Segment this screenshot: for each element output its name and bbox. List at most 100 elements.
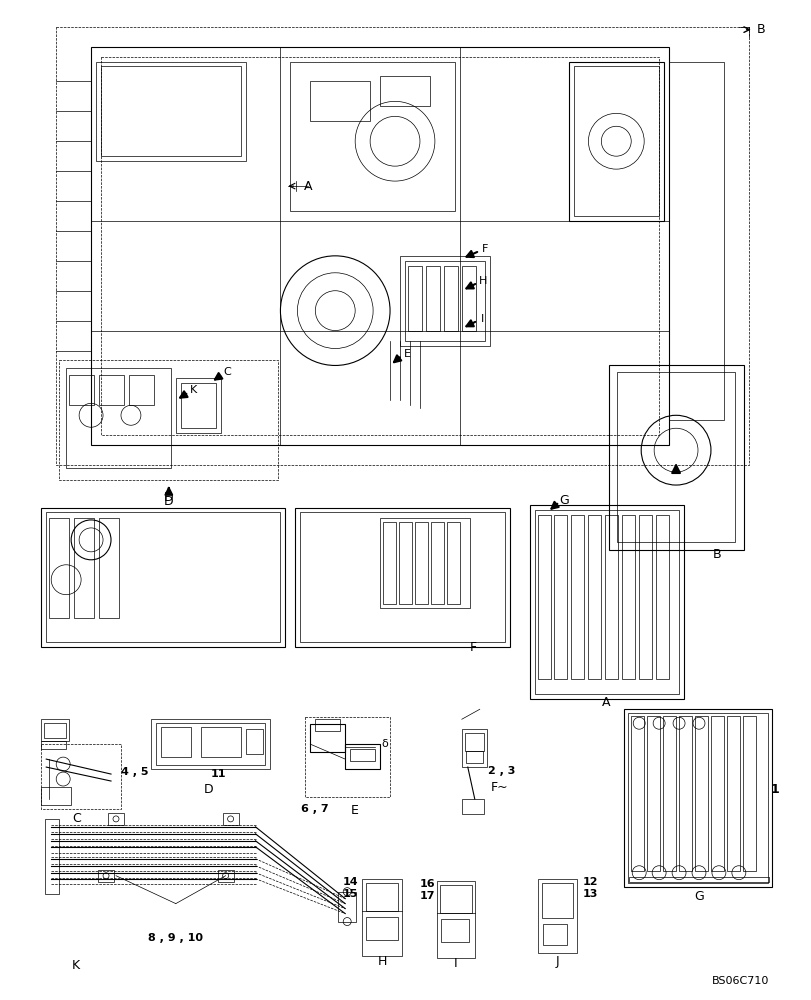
Bar xyxy=(444,266,457,331)
Bar xyxy=(569,62,663,221)
Bar xyxy=(646,716,659,871)
Bar xyxy=(315,719,340,731)
Bar xyxy=(310,724,345,752)
Bar xyxy=(366,917,397,940)
Bar xyxy=(407,266,422,331)
Bar xyxy=(45,819,59,894)
Text: E: E xyxy=(351,804,358,817)
Bar xyxy=(461,729,486,767)
Text: K: K xyxy=(190,385,197,395)
Text: F: F xyxy=(470,641,477,654)
Bar xyxy=(426,266,440,331)
Text: δ: δ xyxy=(381,739,388,749)
Bar xyxy=(74,518,94,618)
Text: 4 , 5: 4 , 5 xyxy=(121,767,148,777)
Bar xyxy=(345,744,380,769)
Bar xyxy=(151,719,270,769)
Bar xyxy=(181,383,216,428)
Bar xyxy=(726,716,739,871)
Text: C: C xyxy=(71,812,80,825)
Bar xyxy=(638,515,651,679)
Bar xyxy=(156,723,265,765)
Bar xyxy=(362,879,401,956)
Bar xyxy=(537,879,577,953)
Bar xyxy=(628,713,767,883)
Bar xyxy=(101,57,659,435)
Bar xyxy=(383,522,396,604)
Bar xyxy=(466,751,483,763)
Bar xyxy=(295,508,509,647)
Text: E: E xyxy=(403,349,410,359)
Text: 6 , 7: 6 , 7 xyxy=(301,804,328,814)
Text: G: G xyxy=(693,890,703,903)
Bar xyxy=(405,261,484,341)
Bar xyxy=(200,727,240,757)
Bar xyxy=(414,522,427,604)
Bar xyxy=(440,919,468,942)
Text: G: G xyxy=(559,494,569,507)
Bar xyxy=(400,256,489,346)
Bar xyxy=(431,522,444,604)
Text: B: B xyxy=(712,548,720,561)
Text: A: A xyxy=(303,180,312,193)
Bar xyxy=(41,741,66,749)
Text: 1: 1 xyxy=(770,783,779,796)
Bar xyxy=(222,813,238,825)
Text: I: I xyxy=(481,314,484,324)
Bar xyxy=(108,813,124,825)
Text: C: C xyxy=(224,367,231,377)
Bar xyxy=(380,518,470,608)
Bar xyxy=(446,522,459,604)
Bar xyxy=(99,518,119,618)
Bar xyxy=(537,515,550,679)
Bar xyxy=(49,518,69,618)
Text: D: D xyxy=(164,491,174,504)
Bar xyxy=(461,799,483,814)
Bar xyxy=(245,729,263,754)
Bar xyxy=(668,62,723,420)
Bar xyxy=(440,885,471,913)
Bar xyxy=(608,365,743,550)
Bar xyxy=(101,66,240,156)
Bar xyxy=(380,76,429,106)
Bar xyxy=(464,733,483,751)
Bar xyxy=(59,360,278,480)
Bar xyxy=(742,716,755,871)
Bar xyxy=(571,515,584,679)
Bar xyxy=(534,510,678,694)
Bar xyxy=(175,378,221,433)
Text: BS06C710: BS06C710 xyxy=(710,976,768,986)
Bar xyxy=(694,716,707,871)
Bar xyxy=(554,515,567,679)
Bar xyxy=(663,716,676,871)
Bar xyxy=(573,66,659,216)
Bar xyxy=(541,883,573,918)
Text: 15: 15 xyxy=(342,889,358,899)
Text: K: K xyxy=(72,959,80,972)
Bar xyxy=(604,515,617,679)
Bar xyxy=(624,709,770,887)
Text: A: A xyxy=(601,696,610,709)
Bar xyxy=(41,719,69,741)
Bar xyxy=(366,883,397,911)
Bar xyxy=(99,375,124,405)
Text: 8 , 9 , 10: 8 , 9 , 10 xyxy=(148,933,203,943)
Bar xyxy=(305,717,389,797)
Text: B: B xyxy=(756,23,764,36)
Bar xyxy=(310,81,370,121)
Bar xyxy=(46,512,280,642)
Bar xyxy=(217,870,234,882)
Text: 14: 14 xyxy=(342,877,358,887)
Bar xyxy=(290,62,454,211)
Text: D: D xyxy=(204,783,213,796)
Bar xyxy=(56,27,748,465)
Bar xyxy=(461,266,475,331)
Bar xyxy=(98,870,114,882)
Bar xyxy=(588,515,601,679)
Bar xyxy=(129,375,153,405)
Bar xyxy=(69,375,94,405)
Text: 17: 17 xyxy=(419,891,435,901)
Text: D: D xyxy=(164,495,174,508)
Bar xyxy=(300,512,504,642)
Text: H: H xyxy=(478,276,487,286)
